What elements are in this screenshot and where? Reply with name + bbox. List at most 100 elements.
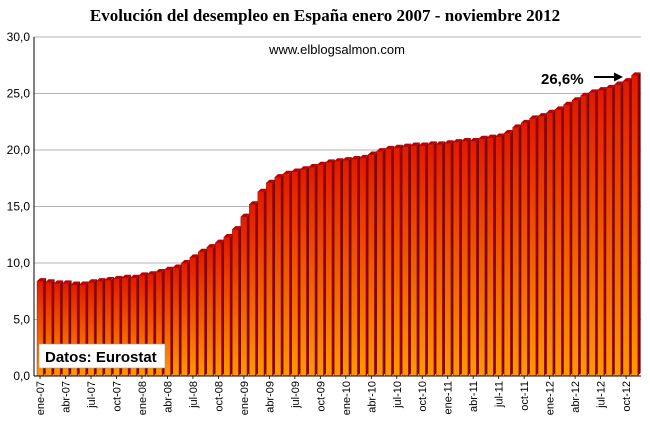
bar-top <box>546 109 556 113</box>
bar <box>291 171 299 377</box>
bar-top <box>266 179 276 183</box>
x-tick-label: ene-10 <box>341 381 353 415</box>
bar <box>189 257 197 377</box>
annotation-value: 26,6% <box>541 71 584 88</box>
bar <box>198 251 205 377</box>
x-tick-label: jul-07 <box>86 381 98 409</box>
bar <box>274 176 282 377</box>
bar-top <box>538 113 548 117</box>
x-tick-label: ene-09 <box>239 381 251 415</box>
x-tick-label: ene-12 <box>545 381 557 415</box>
bar <box>164 269 171 377</box>
x-tick-label: oct-07 <box>111 381 123 412</box>
x-tick-label: oct-08 <box>213 381 225 412</box>
bar-top <box>113 275 123 279</box>
y-tick-label: 0,0 <box>13 369 30 383</box>
bar-top <box>521 119 531 123</box>
bar <box>622 80 630 377</box>
x-tick-label: abr-07 <box>61 381 73 413</box>
bar <box>512 127 519 377</box>
bar <box>223 236 231 377</box>
bar-top <box>631 72 641 76</box>
x-tick-label: ene-08 <box>137 381 149 415</box>
bar-top <box>223 234 233 238</box>
chart-subtitle: www.elblogsalmon.com <box>268 42 405 57</box>
bar <box>325 162 333 377</box>
bar-top <box>385 145 395 149</box>
bar-top <box>79 281 89 285</box>
bar-top <box>130 274 140 278</box>
y-tick-label: 25,0 <box>7 87 31 101</box>
bar <box>402 146 409 377</box>
bar-top <box>62 280 72 284</box>
bar-top <box>410 142 420 146</box>
bar-top <box>351 156 361 160</box>
bar-top <box>444 140 454 144</box>
x-tick-label: abr-10 <box>366 381 378 413</box>
bar <box>266 182 273 377</box>
bar <box>588 92 596 377</box>
bar-top <box>138 272 149 276</box>
bar-top <box>206 244 216 248</box>
x-tick-label: abr-09 <box>264 381 276 413</box>
bar <box>614 84 621 377</box>
bar-top <box>342 157 352 161</box>
bar <box>334 161 341 377</box>
bar-top <box>96 278 106 282</box>
bar-top <box>359 154 369 158</box>
bar-top <box>402 143 412 147</box>
bar-top <box>563 101 573 105</box>
bar <box>529 118 536 377</box>
bar-top <box>45 279 55 283</box>
bar-top <box>555 106 565 110</box>
y-tick-labels: 0,0 5,0 10,0 15,0 20,0 25,0 30,0 <box>7 30 31 383</box>
bar-top <box>189 254 199 258</box>
bar <box>300 169 307 377</box>
bar <box>554 109 562 377</box>
bar <box>410 145 417 377</box>
bar-top <box>461 137 471 141</box>
bar <box>563 104 570 377</box>
x-tick-label: jul-08 <box>188 381 200 409</box>
bar-top <box>249 201 259 205</box>
bar <box>342 159 350 377</box>
bar-top <box>623 78 633 82</box>
x-tick-label: abr-11 <box>468 381 480 412</box>
bar-top <box>325 159 335 163</box>
x-tick-label: oct-09 <box>315 381 327 412</box>
bar-top <box>274 174 284 178</box>
bar <box>419 145 426 377</box>
y-tick-label: 15,0 <box>7 200 31 214</box>
bar <box>580 95 587 377</box>
bar-top <box>104 276 115 280</box>
annotation-arrow-icon <box>594 72 623 82</box>
y-tick-label: 10,0 <box>7 256 31 270</box>
bar <box>368 154 375 377</box>
bar-top <box>504 130 514 134</box>
x-tick-label: oct-12 <box>621 381 633 412</box>
bar-top <box>308 163 318 167</box>
bar-top <box>232 226 242 230</box>
bar-top <box>606 84 616 88</box>
bar-top <box>427 141 437 145</box>
bar-top <box>317 161 327 165</box>
bar <box>232 228 239 377</box>
bar-top <box>53 280 64 284</box>
bar <box>461 140 468 377</box>
bar-top <box>300 166 310 170</box>
bar-top <box>529 115 539 119</box>
source-note: Datos: Eurostat <box>45 349 157 366</box>
bar <box>317 164 324 377</box>
y-tick-label: 20,0 <box>7 143 31 157</box>
bar <box>520 122 528 377</box>
bar <box>478 138 485 377</box>
bar-top <box>121 274 132 278</box>
x-tick-label: abr-12 <box>570 381 582 413</box>
bar <box>452 141 460 377</box>
bar <box>172 267 180 377</box>
y-tick-label: 30,0 <box>7 30 31 44</box>
bar <box>605 87 613 377</box>
bars <box>36 72 641 377</box>
bar <box>257 191 265 377</box>
